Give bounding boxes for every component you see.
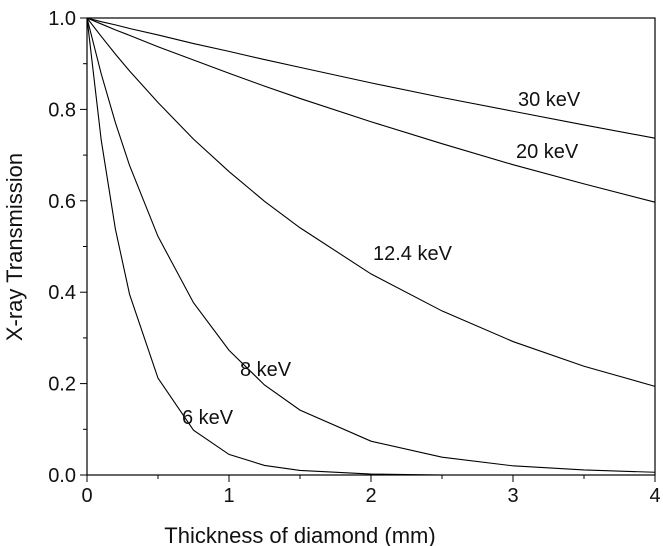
series-label: 30 keV <box>518 89 581 111</box>
series-line <box>86 17 656 139</box>
x-tick-label: 1 <box>223 485 234 507</box>
y-tick-label: 1.0 <box>48 8 76 30</box>
series-label: 6 keV <box>182 407 234 429</box>
x-tick-label: 4 <box>649 485 660 507</box>
y-tick-label: 0.8 <box>48 99 76 121</box>
y-axis-label: X-ray Transmission <box>2 153 27 341</box>
series-line <box>86 17 655 476</box>
series-label: 8 keV <box>240 359 292 381</box>
x-tick-label: 2 <box>365 485 376 507</box>
x-tick-label: 0 <box>81 485 92 507</box>
series-label: 20 keV <box>516 141 579 163</box>
y-tick-label: 0.2 <box>48 374 76 396</box>
y-tick-label: 0.0 <box>48 465 76 487</box>
y-tick-label: 0.4 <box>48 282 76 304</box>
plot-frame <box>86 17 656 476</box>
series-line <box>86 17 656 473</box>
x-tick-label: 3 <box>507 485 518 507</box>
y-tick-label: 0.6 <box>48 191 76 213</box>
series-line <box>86 17 656 203</box>
x-axis-label: Thickness of diamond (mm) <box>164 523 435 546</box>
series-line <box>86 17 656 387</box>
series-label: 12.4 keV <box>373 243 453 265</box>
